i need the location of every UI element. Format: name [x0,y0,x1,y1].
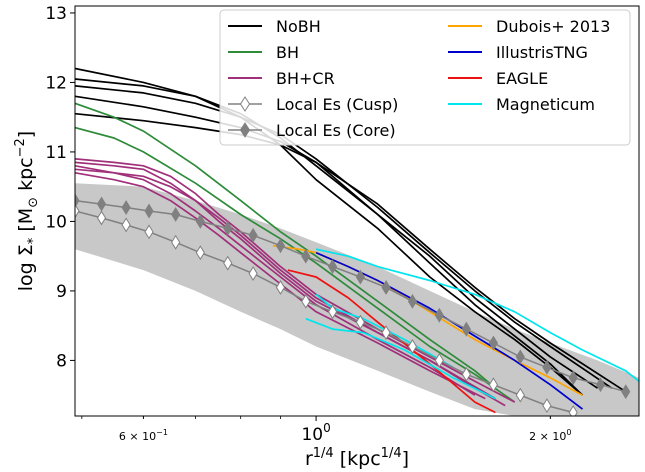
legend-label: Dubois+ 2013 [496,17,610,36]
marker-line-local-es-cusp [75,210,574,414]
legend-label: BH+CR [276,69,335,88]
series-line-eagle-14 [287,269,496,414]
y-tick-label-9: 9 [56,282,67,302]
marker-local-es-core-0 [75,193,80,209]
y-tick-label-10: 10 [45,212,67,232]
marker-local-es-cusp-16 [488,377,499,393]
legend-entry-magneticum: Magneticum [448,95,595,114]
legend: NoBH BH BH+CR Local Es (Cusp) Local Es (Core… [219,9,631,146]
marker-line-local-es-core [75,199,626,393]
legend-entry-bh: BH [228,43,299,62]
marker-local-es-core-9 [301,248,311,264]
marker-local-es-cusp-12 [381,325,391,341]
marker-local-es-core-4 [171,207,181,222]
legend-entry-illustristng: IllustrisTNG [448,43,588,62]
marker-local-es-core-12 [381,279,391,295]
marker-local-es-cusp-5 [195,245,205,261]
x-tick-label-2: 2 × 100 [529,428,571,443]
marker-local-es-cusp-0 [75,203,80,219]
marker-local-es-cusp-14 [434,352,444,368]
marker-local-es-cusp-13 [407,339,418,354]
legend-label: Local Es (Core) [276,121,396,140]
marker-local-es-cusp-19 [568,405,578,416]
marker-local-es-cusp-9 [301,293,311,309]
marker-local-es-core-6 [223,220,233,236]
marker-local-es-cusp-1 [96,210,107,226]
marker-local-es-core-2 [121,200,131,215]
marker-local-es-core-14 [434,307,444,323]
y-tick-label-13: 13 [45,4,67,24]
legend-entry-dubois-2013: Dubois+ 2013 [448,17,610,36]
marker-local-es-cusp-2 [121,217,131,233]
x-tick-label-0-6: 6 × 10−1 [119,428,168,443]
legend-label: BH [276,43,299,62]
marker-local-es-core-15 [461,321,471,337]
marker-local-es-cusp-7 [248,266,258,281]
x-axis: 6 × 10−1 100 2 × 100 [81,416,571,445]
legend-label: IllustrisTNG [496,43,588,62]
marker-local-es-core-13 [407,293,418,309]
plot-frame [74,5,640,417]
legend-entry-bh-cr: BH+CR [228,69,335,88]
legend-entry-nobh: NoBH [228,17,321,36]
series-line-magneticum-17 [315,293,454,369]
legend-label: Magneticum [496,95,595,114]
legend-entry-local-es-cusp: Local Es (Cusp) [228,95,398,114]
marker-local-es-cusp-10 [327,304,338,320]
marker-local-es-cusp-8 [275,279,286,295]
marker-local-es-core-7 [248,227,258,243]
marker-layer [75,193,631,416]
legend-marker [239,96,251,112]
series-line-nobh-1 [75,78,599,389]
marker-local-es-cusp-17 [515,387,525,403]
y-axis-label: log Σ* [M⊙ kpc−2] [13,131,41,291]
scatter-band-layer [75,183,639,416]
marker-local-es-cusp-15 [461,366,471,382]
marker-local-es-core-16 [488,335,499,351]
marker-local-es-core-18 [542,359,552,375]
series-line-magneticum-16 [305,317,496,400]
legend-label: Local Es (Cusp) [276,95,398,114]
marker-local-es-core-3 [144,203,154,219]
marker-local-es-core-5 [195,213,205,229]
y-axis: 8 9 10 11 12 13 [45,4,75,371]
marker-local-es-cusp-18 [542,398,552,414]
legend-marker [239,122,251,138]
marker-local-es-core-11 [355,269,365,285]
y-tick-label-12: 12 [45,73,67,93]
y-tick-label-8: 8 [56,351,67,371]
marker-local-es-cusp-11 [355,314,365,330]
marker-local-es-core-10 [327,259,338,275]
x-tick-label-1: 100 [301,421,330,445]
legend-entry-local-es-core: Local Es (Core) [228,121,396,140]
marker-local-es-core-21 [621,384,631,400]
marker-local-es-cusp-4 [171,234,181,250]
legend-label: NoBH [276,17,321,36]
series-line-bh-cr-11 [75,171,486,400]
marker-local-es-core-20 [595,377,606,393]
series-line-nobh-4 [75,112,584,396]
y-tick-label-11: 11 [45,143,67,163]
marker-local-es-cusp-3 [144,224,154,240]
marker-local-es-core-8 [275,238,286,254]
legend-label: EAGLE [496,69,548,88]
series-line-bh-cr-9 [75,164,476,396]
local-es-scatter-band [75,183,639,416]
series-line-nobh-3 [75,95,627,393]
marker-local-es-core-17 [515,349,525,365]
marker-local-es-cusp-6 [223,255,233,271]
legend-box [219,9,631,146]
legend-entry-eagle: EAGLE [448,69,548,88]
marker-local-es-core-19 [568,370,578,386]
series-line-bh-6 [75,102,496,389]
series-line-magneticum-15 [315,248,639,382]
